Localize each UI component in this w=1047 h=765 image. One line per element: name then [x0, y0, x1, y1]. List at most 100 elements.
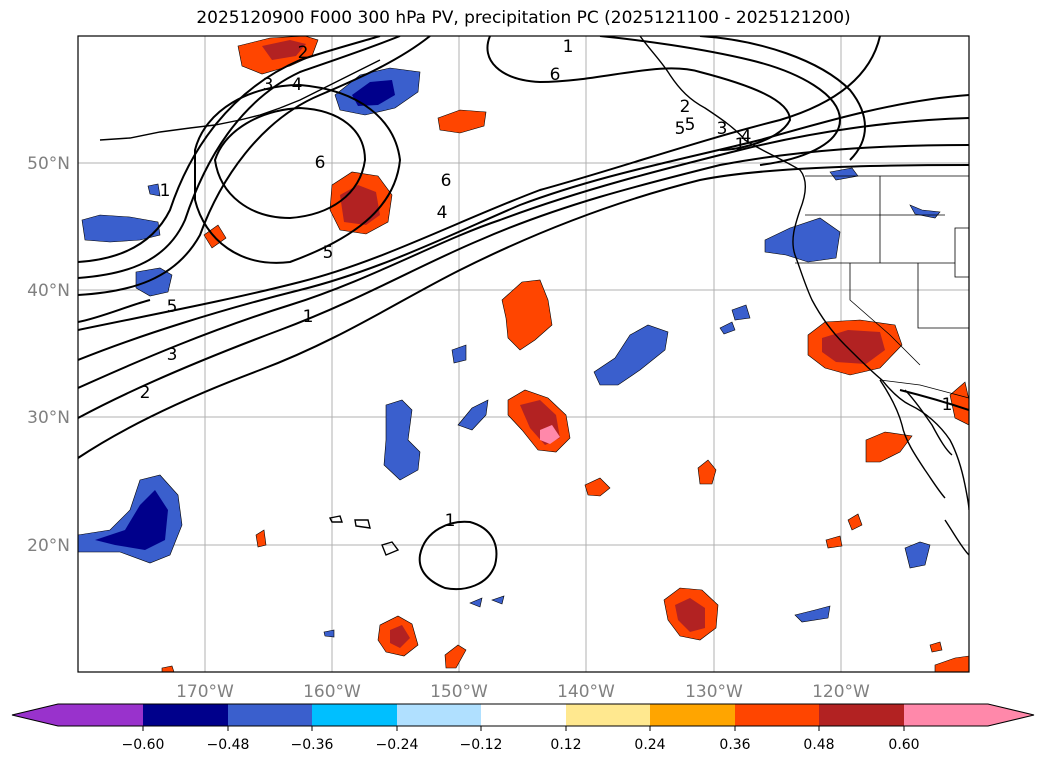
- colorbar-bin-1: [143, 704, 228, 726]
- coastline-hawaii-3: [381, 541, 400, 556]
- pv-label-6-c: 6: [550, 65, 561, 85]
- colorbar-label-5: −0.12: [460, 737, 503, 753]
- pv-contour-4-main: [78, 94, 969, 361]
- pos-blob-53n: [437, 109, 487, 134]
- neg-blob-west-coast-44n: [81, 214, 161, 243]
- pv-contour-2-main: [78, 144, 969, 419]
- pv-label-1-a: 1: [303, 307, 314, 327]
- pv-label-1-ca: 1: [942, 395, 953, 415]
- lon-label-160w: 160°W: [303, 682, 361, 702]
- lon-label-150w: 150°W: [430, 682, 488, 702]
- colorbar-label-7: 0.24: [634, 737, 665, 753]
- colorbar-label-3: −0.36: [291, 737, 334, 753]
- neg-blob-35n-small: [451, 344, 467, 364]
- pos-blob-ca-south-core: [822, 330, 885, 364]
- lon-label-170w: 170°W: [176, 682, 234, 702]
- coastlines: [99, 36, 969, 556]
- pv-label-2-b: 2: [298, 43, 309, 63]
- pv-label-4-a: 4: [437, 203, 448, 223]
- colorbar: −0.60 −0.48 −0.36 −0.24 −0.12 0.12 0.24 …: [11, 703, 1035, 753]
- colorbar-bin-9: [819, 704, 904, 726]
- colorbar-outline: [11, 703, 1035, 727]
- lat-label-30n: 30°N: [27, 408, 70, 428]
- colorbar-extend-high: [904, 704, 1034, 726]
- political-borders: [795, 175, 969, 399]
- pv-contour-labels: 1 2 3 4 5 6 1 2 3 4 5 6 1 2 3 4 5 6 1 1 …: [140, 37, 953, 531]
- pv-contours: [78, 36, 969, 591]
- neg-blob-35n-diag: [593, 324, 669, 386]
- pv-contour-1-main: [78, 164, 969, 459]
- pv-contour-trop-ring: [418, 520, 498, 591]
- neg-blob-15n-east: [794, 605, 831, 623]
- pos-blob-20n-east-a: [847, 513, 863, 531]
- colorbar-label-1: −0.60: [122, 737, 165, 753]
- coastline-hawaii-2: [354, 519, 371, 529]
- neg-blob-13n-small: [323, 629, 335, 638]
- pv-label-5-b: 5: [323, 243, 334, 263]
- pos-blob-alaska-core: [262, 40, 306, 60]
- pv-label-3-a: 3: [167, 345, 178, 365]
- colorbar-bin-4: [397, 704, 481, 726]
- lon-label-120w: 120°W: [812, 682, 870, 702]
- pv-contour-6-ring: [213, 106, 367, 220]
- pv-label-5-a: 5: [167, 297, 178, 317]
- colorbar-bin-3: [312, 704, 397, 726]
- neg-blob-30n-small: [457, 399, 489, 431]
- pv-contour-upper-arc-3: [78, 36, 431, 296]
- colorbar-bin-2: [228, 704, 312, 726]
- border-us-mexico: [879, 379, 969, 399]
- pos-blob-25n: [584, 477, 611, 497]
- pv-label-5-d: 5: [685, 115, 696, 135]
- pos-blob-25n-east: [697, 459, 717, 485]
- longitude-labels: 170°W 160°W 150°W 140°W 130°W 120°W: [176, 682, 870, 702]
- pos-blob-10n-tiny: [161, 665, 175, 672]
- pos-blob-31n-coast: [949, 381, 969, 426]
- colorbar-label-10: 0.60: [888, 737, 919, 753]
- pv-label-6-a: 6: [315, 153, 326, 173]
- pos-blob-14n-core: [675, 598, 705, 632]
- pv-contour-alaska-6: [486, 36, 792, 151]
- pv-contour-upper-arc-1: [78, 36, 381, 263]
- pos-blob-20n-east-b: [825, 535, 843, 549]
- neg-blob-tiny-37n: [719, 321, 736, 335]
- coastline-baja: [879, 379, 946, 499]
- coastline-mexico-south: [944, 519, 969, 556]
- neg-blob-ca-north: [764, 217, 841, 263]
- lon-label-140w: 140°W: [557, 682, 615, 702]
- lat-label-50n: 50°N: [27, 154, 70, 174]
- colorbar-bin-7: [650, 704, 735, 726]
- pos-blob-12n-east-tiny: [929, 641, 943, 653]
- pv-label-2-a: 2: [140, 383, 151, 403]
- pv-contour-5-main: [78, 36, 881, 331]
- neg-blob-gulf-alaska-core: [352, 80, 395, 106]
- pv-contour-upper-arc-2: [78, 36, 401, 279]
- pos-blob-39n: [501, 279, 553, 351]
- pos-blob-10n-east: [934, 655, 969, 672]
- neg-blob-40n-west: [135, 267, 173, 297]
- pv-label-1-trop: 1: [445, 511, 456, 531]
- pos-blob-10n: [444, 644, 467, 669]
- colorbar-label-2: −0.48: [207, 737, 250, 753]
- neg-blob-15n-mid2: [491, 595, 505, 605]
- neg-blob-mexico: [904, 541, 931, 569]
- pos-blob-47n-core: [340, 185, 380, 225]
- colorbar-label-4: −0.24: [376, 737, 419, 753]
- pv-contour-5-ring: [194, 83, 402, 264]
- lon-label-130w: 130°W: [685, 682, 743, 702]
- colorbar-bin-6: [566, 704, 650, 726]
- pv-label-2-c: 2: [680, 97, 691, 117]
- positive-precip-anomalies: [161, 36, 969, 672]
- lat-label-40n: 40°N: [27, 281, 70, 301]
- pos-blob-20n-small: [255, 529, 267, 548]
- plot-frame: [77, 35, 970, 673]
- neg-blob-15n-mid: [469, 597, 483, 608]
- border-ca-nv: [849, 263, 921, 366]
- coastline-aleutians: [99, 107, 281, 141]
- colorbar-label-9: 0.48: [803, 737, 834, 753]
- negative-precip-anomalies: [78, 67, 941, 638]
- colorbar-ticks: [142, 726, 905, 731]
- coastline-gulf-california: [904, 389, 953, 456]
- pv-label-4-c: 4: [741, 127, 752, 147]
- pv-contour-3-main: [78, 117, 969, 389]
